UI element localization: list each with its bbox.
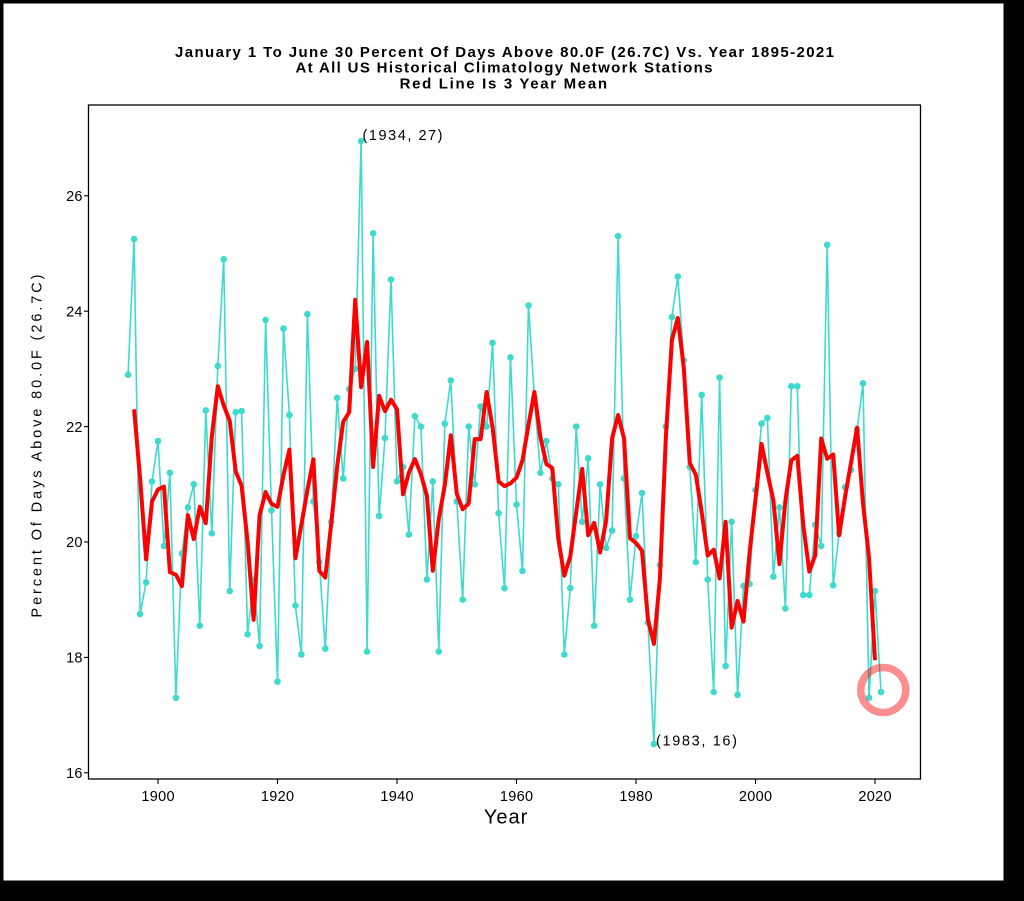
svg-text:20: 20	[66, 535, 82, 551]
svg-text:2020: 2020	[858, 789, 891, 805]
svg-text:1940: 1940	[380, 789, 413, 805]
svg-text:1920: 1920	[261, 789, 294, 805]
svg-text:(1983, 16): (1983, 16)	[656, 733, 737, 749]
svg-text:16: 16	[66, 766, 82, 782]
svg-text:At All US Historical Climatolo: At All US Historical Climatology Network…	[296, 60, 713, 77]
svg-text:22: 22	[66, 420, 82, 436]
svg-text:18: 18	[66, 651, 82, 667]
svg-text:Red Line Is 3 Year Mean: Red Line Is 3 Year Mean	[400, 75, 607, 92]
svg-text:(1934, 27): (1934, 27)	[363, 128, 443, 144]
svg-text:26: 26	[66, 189, 82, 205]
svg-text:1900: 1900	[141, 789, 174, 805]
svg-text:1960: 1960	[500, 789, 533, 805]
svg-text:January 1 To June 30 Percent O: January 1 To June 30 Percent Of Days Abo…	[175, 44, 834, 61]
svg-text:1980: 1980	[619, 789, 652, 805]
svg-text:2000: 2000	[739, 789, 772, 805]
svg-text:24: 24	[66, 304, 82, 320]
svg-text:Year: Year	[484, 806, 528, 828]
svg-text:Percent Of Days Above 80.0F (2: Percent Of Days Above 80.0F (26.7C)	[30, 275, 46, 618]
